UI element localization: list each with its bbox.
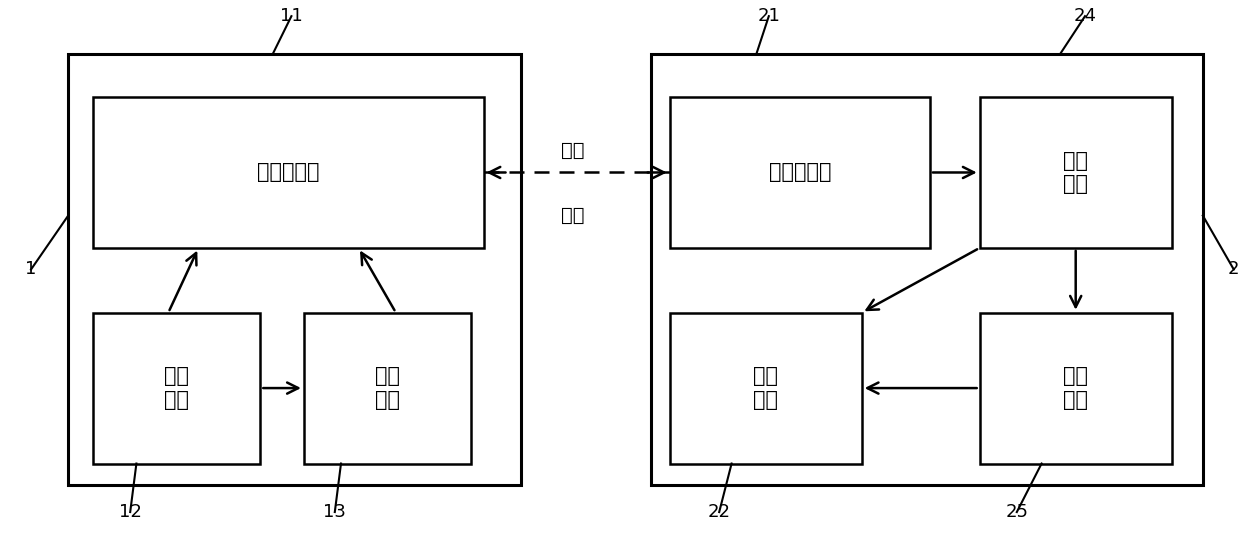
Text: 1: 1: [25, 260, 37, 279]
Text: 主控
模块: 主控 模块: [164, 367, 190, 410]
Text: 调制
模块: 调制 模块: [374, 367, 401, 410]
Text: 主机光天线: 主机光天线: [257, 162, 320, 183]
Text: 解调
模块: 解调 模块: [1063, 367, 1089, 410]
Bar: [670, 97, 930, 248]
Text: 22: 22: [708, 503, 730, 521]
Bar: [980, 97, 1172, 248]
Text: 主控
模块: 主控 模块: [753, 367, 779, 410]
Text: 光束: 光束: [562, 206, 584, 225]
Text: 13: 13: [324, 503, 346, 521]
Bar: [304, 313, 471, 464]
Bar: [93, 313, 260, 464]
Text: 12: 12: [119, 503, 141, 521]
Bar: [651, 54, 1203, 485]
Bar: [68, 54, 521, 485]
Text: 2: 2: [1228, 260, 1240, 279]
Text: 检光
模块: 检光 模块: [1063, 151, 1089, 194]
Bar: [670, 313, 862, 464]
Text: 25: 25: [1006, 503, 1028, 521]
Text: 11: 11: [280, 7, 303, 25]
Text: 从机光天线: 从机光天线: [769, 162, 831, 183]
Bar: [980, 313, 1172, 464]
Text: 谐振: 谐振: [562, 141, 584, 161]
Text: 21: 21: [758, 7, 780, 25]
Bar: [93, 97, 484, 248]
Text: 24: 24: [1074, 7, 1096, 25]
